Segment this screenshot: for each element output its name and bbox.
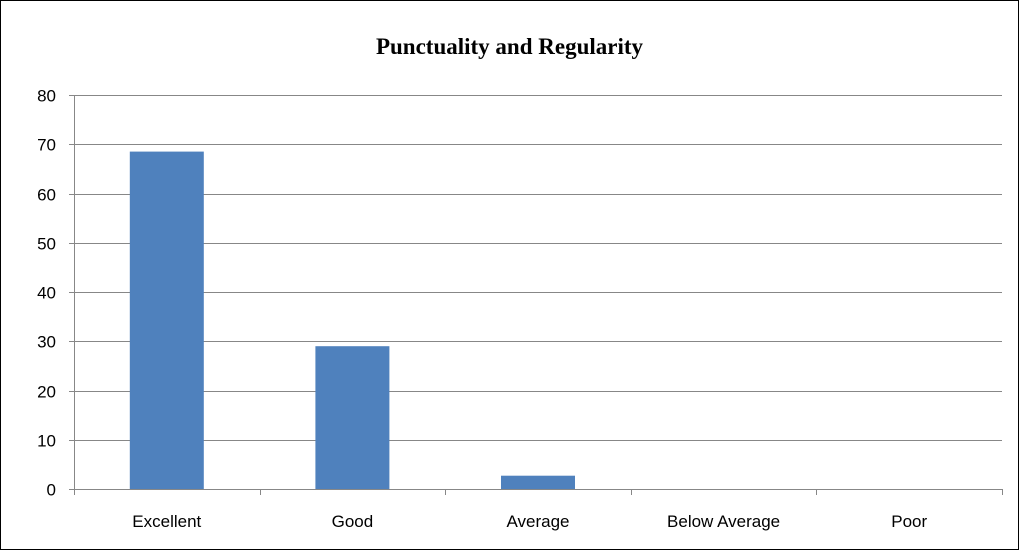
y-tick-label: 70 xyxy=(37,136,56,155)
x-tick-label: Average xyxy=(506,512,569,531)
y-tick-label: 10 xyxy=(37,432,56,451)
y-tick-label: 80 xyxy=(37,87,56,106)
bars xyxy=(129,151,575,489)
gridlines xyxy=(74,95,1002,441)
y-tick-label: 30 xyxy=(37,333,56,352)
y-tick-label: 40 xyxy=(37,284,56,303)
bar-average xyxy=(501,475,575,489)
chart-title: Punctuality and Regularity xyxy=(375,34,644,59)
x-tick-label: Below Average xyxy=(667,512,780,531)
x-tick-label: Good xyxy=(332,512,374,531)
y-tick-labels: 0 10 20 30 40 50 60 70 80 xyxy=(37,87,56,500)
x-tick-labels: Excellent Good Average Below Average Poor xyxy=(132,512,927,531)
bar-excellent xyxy=(129,151,204,489)
bar-good xyxy=(315,346,390,489)
y-tick-label: 20 xyxy=(37,383,56,402)
y-tick-label: 50 xyxy=(37,235,56,254)
y-tick-label: 60 xyxy=(37,186,56,205)
axes xyxy=(69,95,1003,495)
y-tick-label: 0 xyxy=(47,481,56,500)
x-tick-label: Excellent xyxy=(132,512,201,531)
x-tick-label: Poor xyxy=(891,512,927,531)
